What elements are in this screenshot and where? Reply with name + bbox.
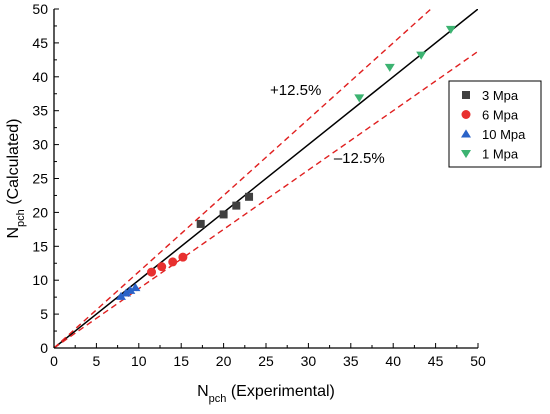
data-point-10-mpa: [121, 288, 132, 297]
reference-line-lower-bound: [54, 50, 478, 348]
y-tick-label: 35: [32, 103, 48, 119]
data-point-6-mpa: [168, 257, 178, 267]
legend-label: 6 Mpa: [482, 108, 519, 123]
data-point-1-mpa: [416, 51, 427, 60]
legend-marker: [462, 91, 470, 99]
legend-label: 1 Mpa: [482, 147, 519, 162]
legend-label: 10 Mpa: [482, 127, 526, 142]
legend-marker: [461, 110, 471, 119]
x-tick-label: 25: [258, 353, 274, 369]
y-tick-label: 5: [40, 306, 48, 322]
reference-line-upper-bound: [54, 9, 432, 348]
y-tick-label: 40: [32, 69, 48, 85]
data-point-10-mpa: [125, 285, 136, 294]
data-point-3-mpa: [196, 219, 205, 228]
y-tick-label: 0: [40, 340, 48, 356]
annotation-label: –12.5%: [334, 150, 385, 167]
data-point-1-mpa: [384, 63, 395, 72]
data-point-1-mpa: [445, 25, 456, 34]
y-tick-label: 50: [32, 1, 48, 17]
x-tick-label: 20: [216, 353, 232, 369]
y-tick-label: 15: [32, 238, 48, 254]
y-tick-label: 25: [32, 171, 48, 187]
x-tick-label: 5: [93, 353, 101, 369]
legend-label: 3 Mpa: [482, 88, 519, 103]
data-point-1-mpa: [354, 94, 365, 103]
data-point-3-mpa: [232, 201, 241, 210]
data-point-3-mpa: [245, 192, 254, 201]
legend-marker: [461, 150, 471, 159]
y-tick-label: 30: [32, 137, 48, 153]
x-tick-label: 15: [173, 353, 189, 369]
data-point-10-mpa: [115, 291, 126, 300]
x-tick-label: 45: [428, 353, 444, 369]
y-tick-label: 45: [32, 35, 48, 51]
x-axis-title: Npch (Experimental): [197, 383, 335, 405]
y-tick-label: 10: [32, 272, 48, 288]
data-point-10-mpa: [130, 283, 141, 292]
x-tick-label: 40: [385, 353, 401, 369]
x-tick-label: 10: [131, 353, 147, 369]
reference-line-identity: [54, 9, 478, 348]
legend-marker: [461, 129, 471, 138]
annotation-label: +12.5%: [270, 82, 321, 99]
data-point-6-mpa: [147, 267, 157, 277]
x-tick-label: 50: [470, 353, 486, 369]
y-axis-title: Npch (Calculated): [5, 118, 27, 238]
x-tick-label: 0: [50, 353, 58, 369]
data-point-6-mpa: [157, 262, 167, 272]
x-tick-label: 35: [343, 353, 359, 369]
data-point-6-mpa: [178, 252, 188, 262]
data-point-3-mpa: [219, 210, 228, 219]
x-tick-label: 30: [301, 353, 317, 369]
y-tick-label: 20: [32, 204, 48, 220]
